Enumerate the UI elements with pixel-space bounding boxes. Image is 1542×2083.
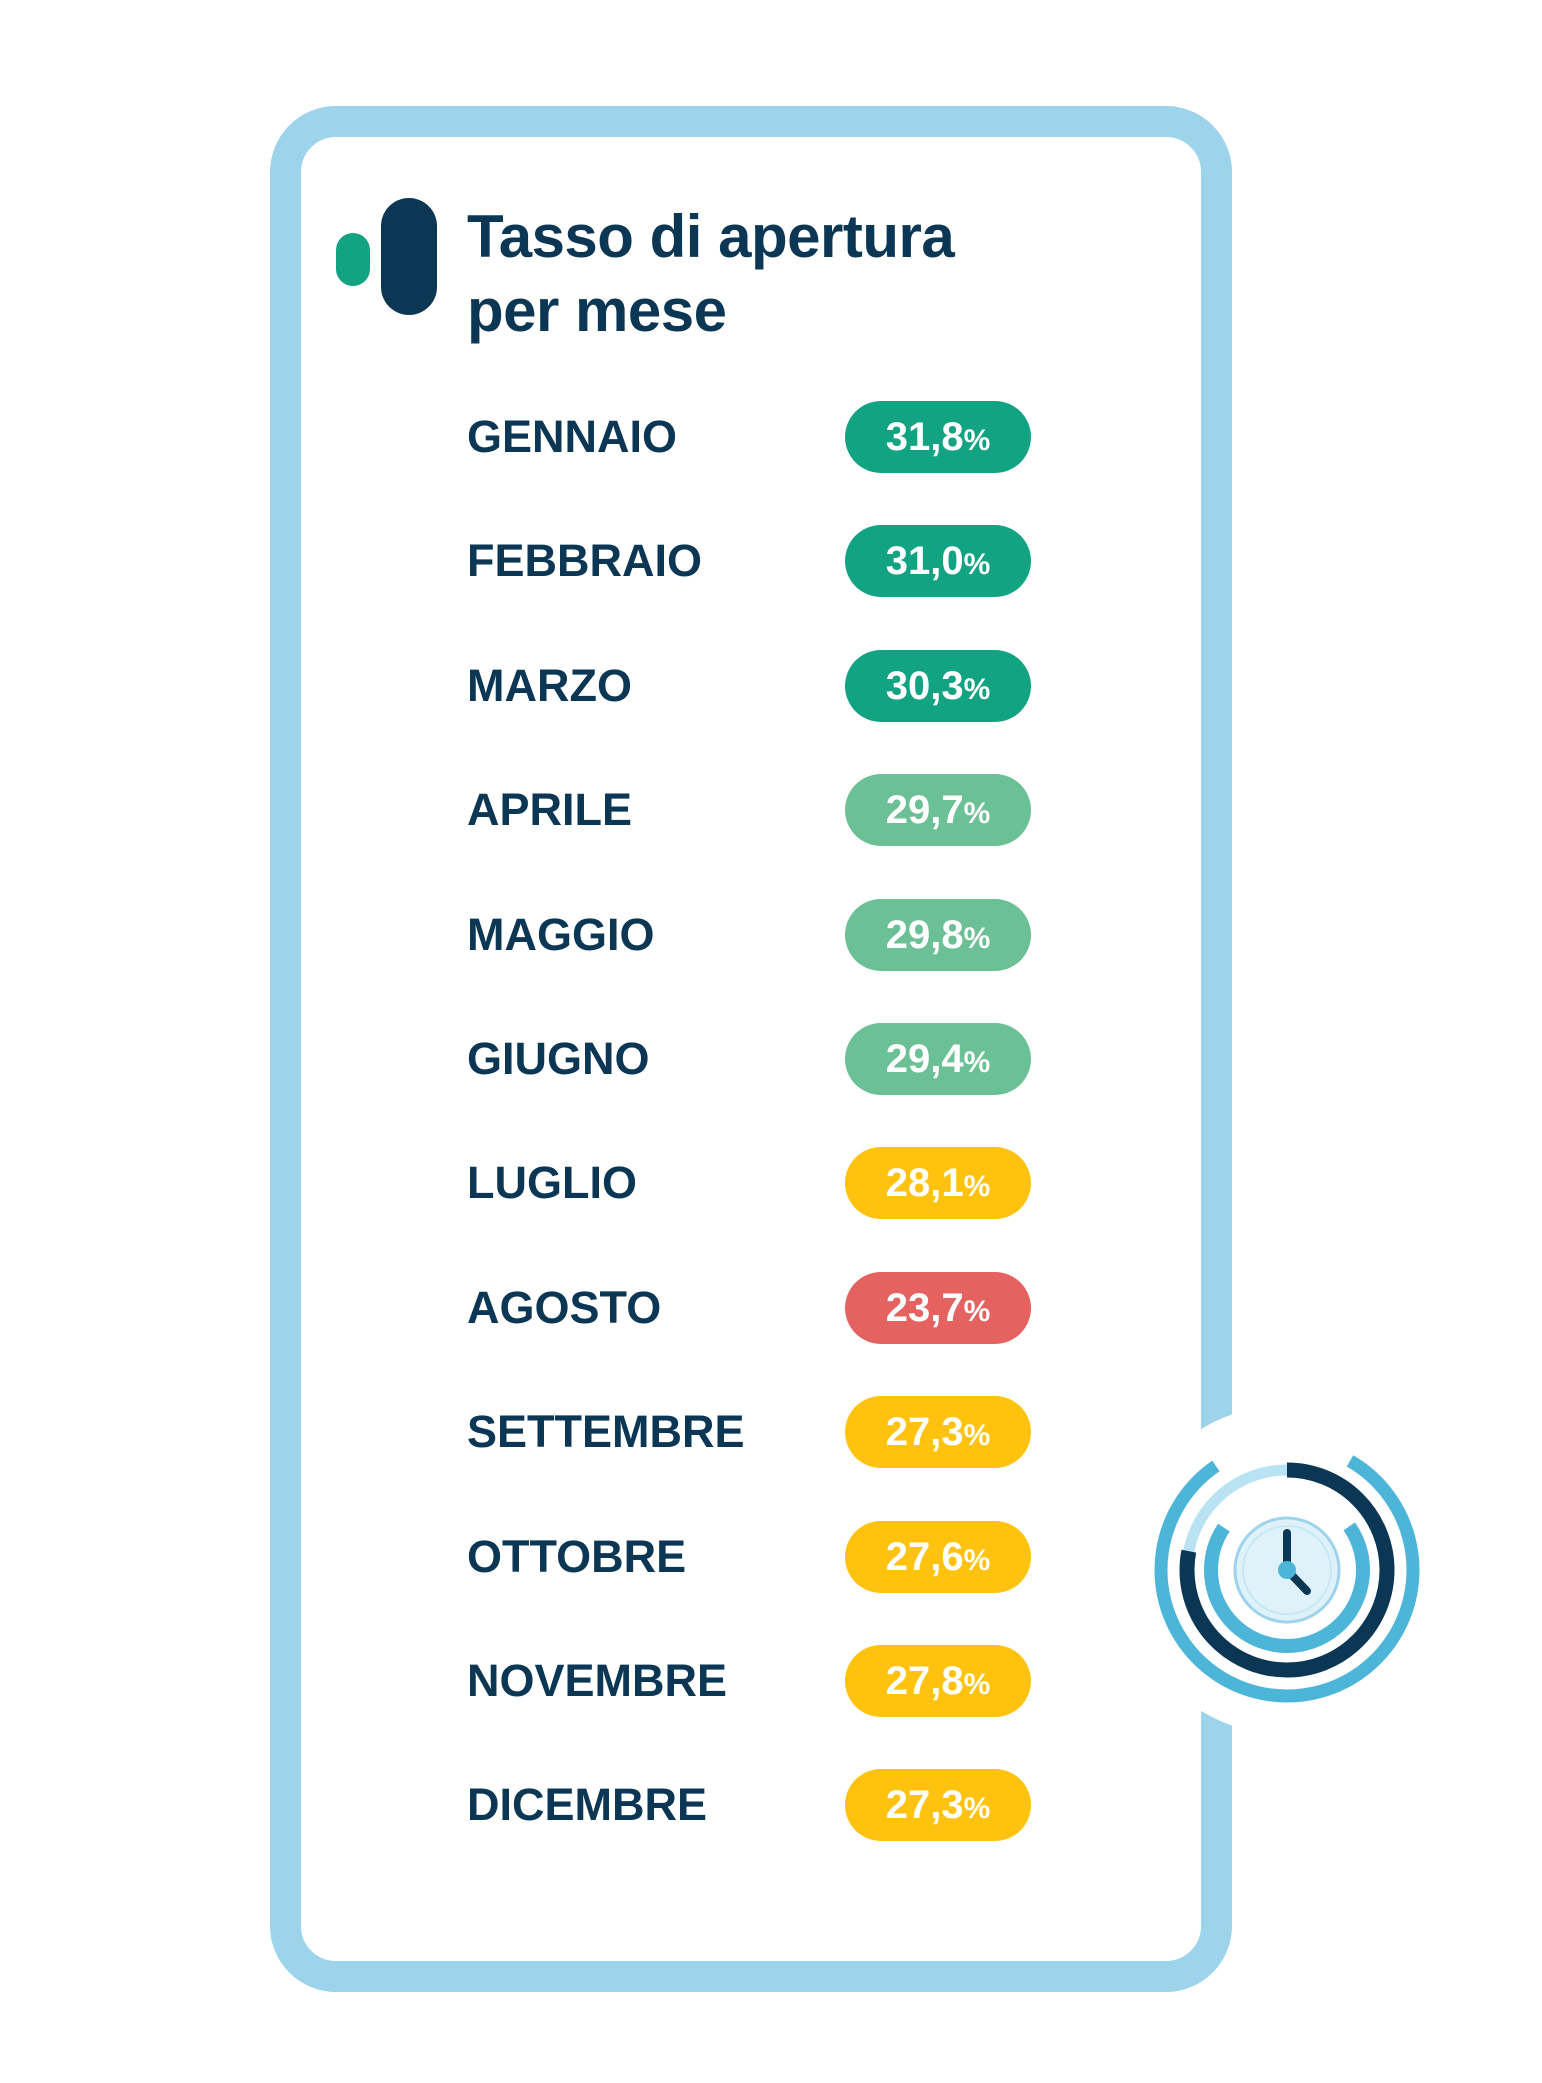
month-row: NOVEMBRE 27,8% xyxy=(467,1643,1032,1719)
rate-value: 27,8 xyxy=(885,1659,964,1703)
month-row: LUGLIO 28,1% xyxy=(467,1145,1032,1221)
chart-title-line-2: per mese xyxy=(467,277,727,344)
month-label: AGOSTO xyxy=(467,1282,662,1333)
rate-value: 28,1 xyxy=(885,1161,964,1205)
rate-value: 29,4 xyxy=(885,1037,964,1081)
chart-title-line-1: Tasso di apertura xyxy=(467,203,955,270)
month-label: GENNAIO xyxy=(467,411,678,462)
rate-badge: 29,4% xyxy=(845,1023,1031,1095)
rate-unit: % xyxy=(963,1170,991,1203)
rate-unit: % xyxy=(963,1668,991,1701)
rate-unit: % xyxy=(963,1419,991,1452)
month-label: FEBBRAIO xyxy=(467,535,702,586)
month-label: APRILE xyxy=(467,784,633,835)
rate-value: 31,0 xyxy=(885,539,964,583)
rate-badge: 29,7% xyxy=(845,774,1031,846)
clock-progress-icon xyxy=(1122,1405,1452,1735)
rate-unit: % xyxy=(963,1046,991,1079)
card-frame xyxy=(270,106,1232,1992)
rate-unit: % xyxy=(963,797,991,830)
rate-value: 27,3 xyxy=(885,1410,964,1454)
rate-value: 30,3 xyxy=(885,664,964,708)
month-row: APRILE 29,7% xyxy=(467,772,1032,848)
month-label: MARZO xyxy=(467,660,632,711)
rate-unit: % xyxy=(963,424,991,457)
rate-value: 29,8 xyxy=(885,913,964,957)
month-label: MAGGIO xyxy=(467,909,655,960)
rate-unit: % xyxy=(963,673,991,706)
month-row: GENNAIO 31,8% xyxy=(467,399,1032,475)
month-row: OTTOBRE 27,6% xyxy=(467,1519,1032,1595)
month-row: AGOSTO 23,7% xyxy=(467,1270,1032,1346)
month-label: DICEMBRE xyxy=(467,1779,708,1830)
month-label: SETTEMBRE xyxy=(467,1406,745,1457)
rate-value: 27,3 xyxy=(885,1783,964,1827)
rate-badge: 30,3% xyxy=(845,650,1031,722)
rate-unit: % xyxy=(963,1295,991,1328)
month-row: GIUGNO 29,4% xyxy=(467,1021,1032,1097)
rate-value: 31,8 xyxy=(885,415,964,459)
rate-badge: 27,8% xyxy=(845,1645,1031,1717)
chart-title: Tasso di apertura per mese xyxy=(467,200,955,348)
logo-bars-icon-large xyxy=(381,198,437,315)
rate-value: 23,7 xyxy=(885,1286,964,1330)
rate-unit: % xyxy=(963,1792,991,1825)
month-row: SETTEMBRE 27,3% xyxy=(467,1394,1032,1470)
rate-badge: 31,0% xyxy=(845,525,1031,597)
month-row: DICEMBRE 27,3% xyxy=(467,1767,1032,1843)
rate-badge: 28,1% xyxy=(845,1147,1031,1219)
clock-progress-graphic xyxy=(1122,1405,1452,1735)
month-label: GIUGNO xyxy=(467,1033,650,1084)
month-row: MAGGIO 29,8% xyxy=(467,897,1032,973)
rate-badge: 27,6% xyxy=(845,1521,1031,1593)
month-row: MARZO 30,3% xyxy=(467,648,1032,724)
rate-unit: % xyxy=(963,922,991,955)
rate-value: 29,7 xyxy=(885,788,964,832)
rate-badge: 27,3% xyxy=(845,1769,1031,1841)
month-label: LUGLIO xyxy=(467,1157,637,1208)
month-row: FEBBRAIO 31,0% xyxy=(467,523,1032,599)
rate-unit: % xyxy=(963,1544,991,1577)
month-label: NOVEMBRE xyxy=(467,1655,728,1706)
logo-bars-icon xyxy=(336,233,370,286)
month-label: OTTOBRE xyxy=(467,1531,687,1582)
rate-badge: 29,8% xyxy=(845,899,1031,971)
rate-badge: 27,3% xyxy=(845,1396,1031,1468)
rate-badge: 31,8% xyxy=(845,401,1031,473)
rate-unit: % xyxy=(963,548,991,581)
rate-value: 27,6 xyxy=(885,1535,964,1579)
rate-badge: 23,7% xyxy=(845,1272,1031,1344)
